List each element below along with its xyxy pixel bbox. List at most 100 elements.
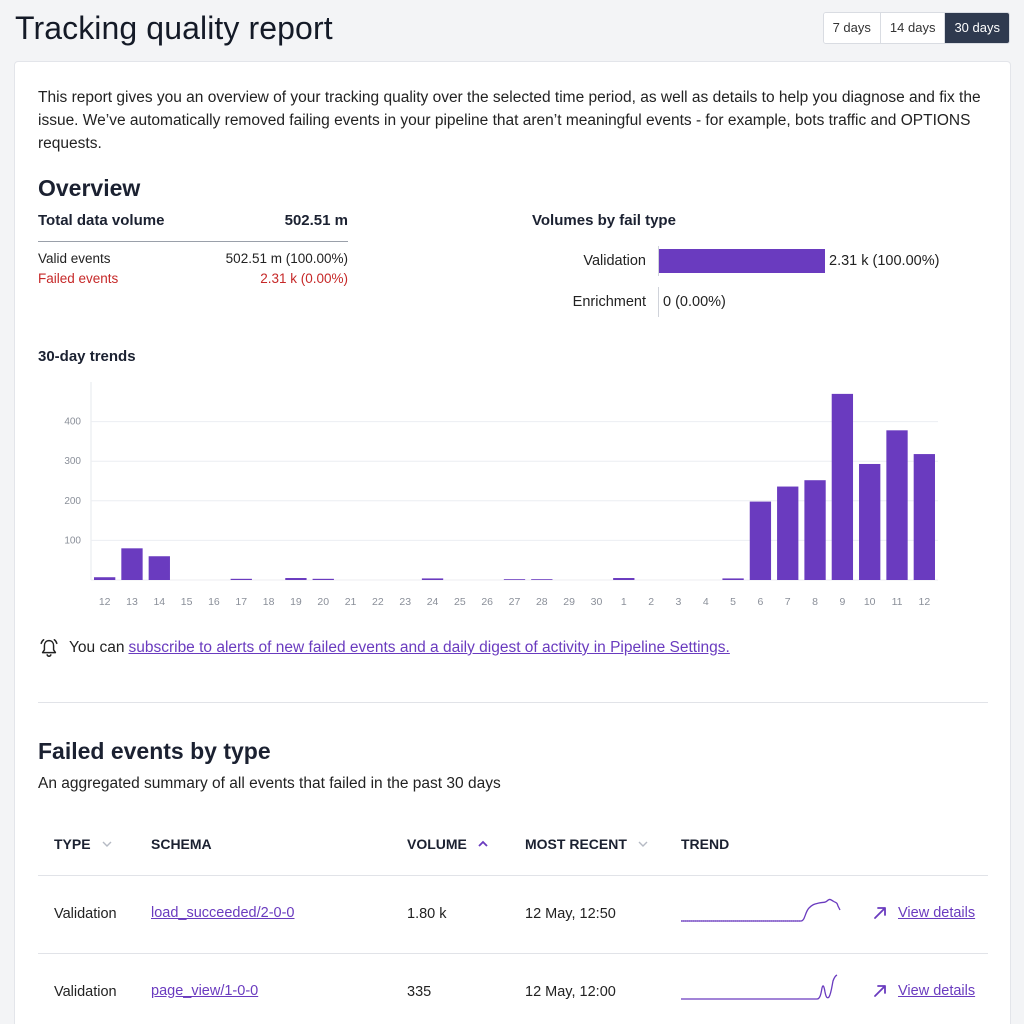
trend-sparkline xyxy=(681,898,841,922)
row-type: Validation xyxy=(54,906,117,922)
time-range-selector: 7 days 14 days 30 days xyxy=(822,12,1010,44)
total-volume-divider xyxy=(38,241,348,242)
x-tick-label: 30 xyxy=(591,596,603,608)
fail-type-heading: Volumes by fail type xyxy=(532,212,676,229)
x-tick-label: 21 xyxy=(345,596,357,608)
x-tick-label: 7 xyxy=(785,596,791,608)
x-tick-label: 11 xyxy=(892,596,903,608)
row-volume: 1.80 k xyxy=(407,906,447,922)
intro-text: This report gives you an overview of you… xyxy=(38,89,981,152)
range-30-days-button[interactable]: 30 days xyxy=(945,13,1009,43)
x-tick-label: 8 xyxy=(812,596,818,608)
x-tick-label: 20 xyxy=(317,596,329,608)
x-tick-label: 3 xyxy=(676,596,682,608)
trend-bar xyxy=(913,454,935,580)
view-details-label: View details xyxy=(898,983,976,999)
failed-events-heading: Failed events by type xyxy=(38,738,271,764)
y-tick-label: 400 xyxy=(64,417,81,428)
trend-bar xyxy=(503,579,526,580)
table-header-divider xyxy=(38,875,988,876)
column-recent-label: MOST RECENT xyxy=(525,836,627,852)
trend-bar xyxy=(94,577,116,580)
x-tick-label: 9 xyxy=(839,596,845,608)
x-tick-label: 14 xyxy=(153,596,165,608)
x-tick-label: 1 xyxy=(621,596,627,608)
column-header-type[interactable]: TYPE xyxy=(54,836,113,852)
failed-events-label: Failed events xyxy=(38,271,119,286)
arrow-up-right-icon xyxy=(874,985,886,997)
x-tick-label: 2 xyxy=(648,596,654,608)
y-tick-label: 300 xyxy=(64,456,81,467)
trend-bar xyxy=(886,430,908,580)
trend-bar xyxy=(859,463,881,580)
x-tick-label: 15 xyxy=(181,596,193,608)
trend-bar xyxy=(421,578,444,580)
failed-events-subtitle: An aggregated summary of all events that… xyxy=(38,775,501,792)
fail-type-value: 0 (0.00%) xyxy=(663,294,726,310)
view-details-label: View details xyxy=(898,905,976,921)
x-tick-label: 22 xyxy=(372,596,384,608)
total-volume-value: 502.51 m xyxy=(284,212,348,229)
column-header-most-recent[interactable]: MOST RECENT xyxy=(525,836,649,852)
row-most-recent: 12 May, 12:00 xyxy=(525,984,616,1000)
trend-sparkline xyxy=(681,974,838,1000)
fail-type-label: Validation xyxy=(583,253,646,269)
table-row-divider xyxy=(38,953,988,954)
alert-subscribe-message: You can subscribe to alerts of new faile… xyxy=(38,637,730,659)
report-card: This report gives you an overview of you… xyxy=(14,61,1011,1024)
overview-heading: Overview xyxy=(38,175,141,201)
bell-alert-icon xyxy=(40,639,58,657)
x-tick-label: 16 xyxy=(208,596,220,608)
x-tick-label: 23 xyxy=(399,596,411,608)
x-tick-label: 4 xyxy=(703,596,709,608)
subscribe-alerts-link[interactable]: subscribe to alerts of new failed events… xyxy=(128,639,730,656)
y-tick-label: 200 xyxy=(64,496,81,507)
x-tick-label: 26 xyxy=(481,596,493,608)
valid-events-value: 502.51 m (100.00%) xyxy=(225,251,348,266)
schema-link[interactable]: page_view/1-0-0 xyxy=(151,983,259,999)
x-tick-label: 13 xyxy=(126,596,138,608)
column-header-volume[interactable]: VOLUME xyxy=(407,836,489,852)
column-schema-label: SCHEMA xyxy=(151,836,212,852)
trend-bar xyxy=(831,393,854,580)
trends-heading: 30-day trends xyxy=(38,348,136,365)
total-volume-label: Total data volume xyxy=(38,212,165,229)
fail-type-label: Enrichment xyxy=(572,294,646,310)
x-tick-label: 19 xyxy=(290,596,302,608)
trend-bar xyxy=(613,578,635,580)
chevron-down-icon xyxy=(638,841,648,847)
alert-prefix-text: You can xyxy=(69,639,125,656)
schema-link[interactable]: load_succeeded/2-0-0 xyxy=(151,905,295,921)
x-tick-label: 6 xyxy=(757,596,763,608)
trend-bar xyxy=(777,486,799,580)
x-tick-label: 25 xyxy=(454,596,466,608)
x-tick-label: 28 xyxy=(536,596,548,608)
page-title: Tracking quality report xyxy=(15,10,333,46)
trend-bar xyxy=(531,579,553,580)
column-type-label: TYPE xyxy=(54,836,91,852)
x-tick-label: 24 xyxy=(427,596,439,608)
x-tick-label: 12 xyxy=(99,596,111,608)
column-trend-label: TREND xyxy=(681,836,730,852)
fail-type-axis xyxy=(658,287,659,317)
range-14-days-button[interactable]: 14 days xyxy=(880,13,946,43)
valid-events-label: Valid events xyxy=(38,251,111,266)
section-divider xyxy=(38,702,988,703)
view-details-link[interactable]: View details xyxy=(872,905,975,921)
trend-bar xyxy=(230,578,252,580)
y-tick-label: 100 xyxy=(64,535,81,546)
fail-type-enrichment-row: Enrichment 0 (0.00%) xyxy=(532,287,972,317)
x-tick-label: 17 xyxy=(235,596,247,608)
trend-bar xyxy=(121,548,143,580)
column-volume-label: VOLUME xyxy=(407,836,467,852)
fail-type-axis xyxy=(658,246,659,276)
x-tick-label: 27 xyxy=(509,596,521,608)
trend-bar xyxy=(722,578,744,580)
x-tick-label: 10 xyxy=(864,596,876,608)
view-details-link[interactable]: View details xyxy=(872,983,975,999)
range-7-days-button[interactable]: 7 days xyxy=(823,13,881,43)
fail-type-bar xyxy=(659,249,825,273)
row-type: Validation xyxy=(54,984,117,1000)
x-tick-label: 12 xyxy=(918,596,930,608)
